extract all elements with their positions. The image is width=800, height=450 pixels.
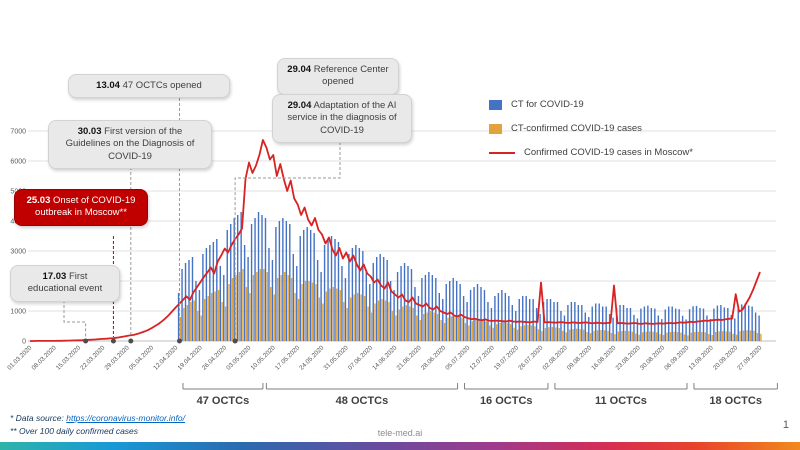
svg-text:10.05.2020: 10.05.2020 (250, 344, 278, 372)
legend-label: Confirmed COVID-19 cases in Moscow* (524, 147, 693, 158)
legend-item-confirmed-cases: Confirmed COVID-19 cases in Moscow* (489, 147, 693, 158)
legend-item-ct-confirmed: CT-confirmed COVID-19 cases (489, 123, 693, 134)
ct-confirmed-legend-swatch (489, 123, 502, 134)
svg-text:05.04.2020: 05.04.2020 (128, 344, 156, 372)
annotation-17-03: 17.03 First educational event (10, 265, 120, 302)
svg-text:26.07.2020: 26.07.2020 (517, 344, 545, 372)
svg-text:09.08.2020: 09.08.2020 (566, 344, 594, 372)
annotation-25-03-outbreak: 25.03 Onset of COVID-19 outbreak in Mosc… (14, 189, 148, 226)
svg-text:20.09.2020: 20.09.2020 (712, 344, 740, 372)
legend-item-ct: CT for COVID-19 (489, 99, 693, 110)
svg-text:16.08.2020: 16.08.2020 (590, 344, 618, 372)
svg-text:17.05.2020: 17.05.2020 (274, 344, 302, 372)
svg-text:22.03.2020: 22.03.2020 (79, 344, 107, 372)
data-source-note: * Data source: https://coronavirus-monit… (10, 413, 185, 423)
svg-text:24.05.2020: 24.05.2020 (298, 344, 326, 372)
svg-text:29.03.2020: 29.03.2020 (104, 344, 132, 372)
annotation-text: Reference Center opened (313, 64, 389, 88)
annotation-29-04-ai-service: 29.04 Adaptation of the AI service in th… (272, 94, 412, 144)
annotation-30-03: 30.03 First version of the Guidelines on… (48, 120, 212, 170)
annotation-date: 29.04 (287, 100, 312, 111)
svg-text:7000: 7000 (10, 129, 26, 136)
svg-text:27.09.2020: 27.09.2020 (736, 344, 764, 372)
svg-text:30.08.2020: 30.08.2020 (639, 344, 667, 372)
slide-gradient-bar (0, 442, 800, 450)
svg-text:26.04.2020: 26.04.2020 (201, 344, 229, 372)
svg-text:06.09.2020: 06.09.2020 (663, 344, 691, 372)
annotation-text: 47 OCTCs opened (122, 80, 202, 91)
svg-text:21.06.2020: 21.06.2020 (396, 344, 424, 372)
ct-legend-swatch (489, 99, 502, 110)
annotation-date: 25.03 (26, 195, 51, 206)
data-source-link[interactable]: https://coronavirus-monitor.info/ (66, 413, 185, 423)
svg-text:12.07.2020: 12.07.2020 (469, 344, 497, 372)
svg-text:13.09.2020: 13.09.2020 (688, 344, 716, 372)
svg-text:02.08.2020: 02.08.2020 (542, 344, 570, 372)
svg-text:48 OCTCs: 48 OCTCs (336, 395, 389, 407)
svg-text:12.04.2020: 12.04.2020 (152, 344, 180, 372)
svg-text:19.04.2020: 19.04.2020 (177, 344, 205, 372)
legend: CT for COVID-19 CT-confirmed COVID-19 ca… (489, 99, 693, 171)
legend-label: CT for COVID-19 (511, 99, 584, 110)
svg-text:08.03.2020: 08.03.2020 (31, 344, 59, 372)
legend-label: CT-confirmed COVID-19 cases (511, 123, 642, 134)
svg-text:03.05.2020: 03.05.2020 (225, 344, 253, 372)
svg-text:11 OCTCs: 11 OCTCs (595, 395, 647, 407)
annotation-text: Adaptation of the AI service in the diag… (287, 100, 397, 136)
watermark-tele-med: tele-med.ai (377, 428, 423, 438)
svg-text:16 OCTCs: 16 OCTCs (480, 395, 533, 407)
annotation-text: Onset of COVID-19 outbreak in Moscow** (35, 195, 136, 219)
annotation-date: 30.03 (77, 126, 102, 137)
footnote-over-100-cases: ** Over 100 daily confirmed cases (10, 426, 139, 436)
annotation-29-04-reference-center: 29.04 Reference Center opened (277, 58, 399, 95)
svg-text:14.06.2020: 14.06.2020 (371, 344, 399, 372)
svg-text:47 OCTCs: 47 OCTCs (197, 395, 250, 407)
svg-text:1000: 1000 (10, 309, 26, 316)
svg-text:18 OCTCs: 18 OCTCs (709, 395, 762, 407)
svg-text:01.03.2020: 01.03.2020 (6, 344, 34, 372)
page-number: 1 (782, 419, 789, 431)
annotation-date: 17.03 (42, 271, 67, 282)
svg-text:0: 0 (22, 339, 26, 346)
annotation-text: First version of the Guidelines on the D… (65, 126, 195, 162)
svg-text:23.08.2020: 23.08.2020 (615, 344, 643, 372)
svg-text:05.07.2020: 05.07.2020 (444, 344, 472, 372)
svg-text:31.05.2020: 31.05.2020 (323, 344, 351, 372)
svg-text:6000: 6000 (10, 159, 26, 166)
annotation-date: 13.04 (96, 80, 120, 91)
annotation-date: 29.04 (287, 64, 312, 75)
svg-text:3000: 3000 (10, 249, 26, 256)
svg-text:07.06.2020: 07.06.2020 (347, 344, 375, 372)
annotation-13-04: 13.04 47 OCTCs opened (68, 74, 230, 99)
svg-text:28.06.2020: 28.06.2020 (420, 344, 448, 372)
svg-text:15.03.2020: 15.03.2020 (55, 344, 83, 372)
svg-text:19.07.2020: 19.07.2020 (493, 344, 521, 372)
data-source-prefix: * Data source: (10, 413, 67, 423)
confirmed-cases-legend-line (489, 151, 515, 154)
annotation-text: First educational event (27, 271, 103, 295)
